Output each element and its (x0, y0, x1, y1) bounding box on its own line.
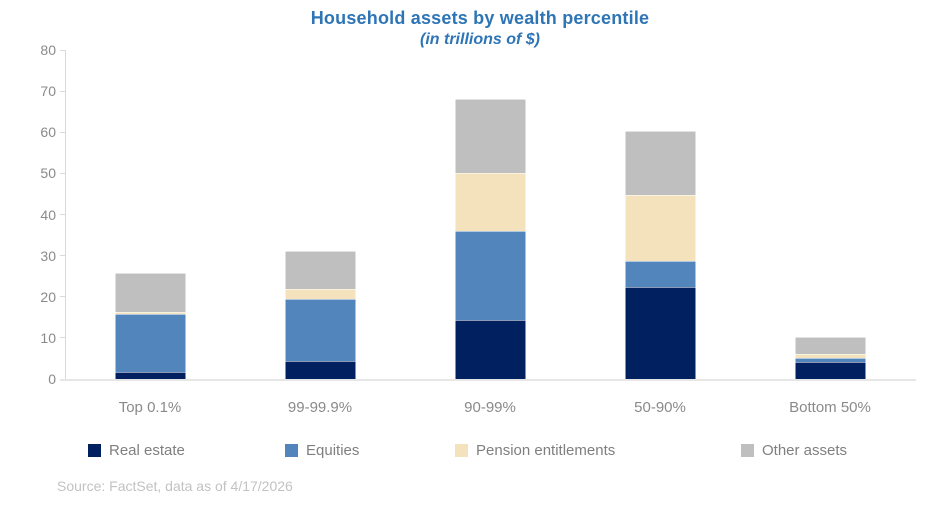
category-label: Bottom 50% (789, 399, 871, 416)
y-tick-mark (60, 296, 65, 298)
y-tick-label: 10 (40, 329, 56, 346)
y-tick-label: 40 (40, 206, 56, 223)
legend-swatch-icon (741, 444, 754, 457)
y-tick-label: 70 (40, 83, 56, 100)
y-tick-mark (60, 255, 65, 257)
bar-segment-real-estate (284, 361, 356, 379)
plot-area (65, 50, 915, 379)
legend-label: Real estate (109, 442, 185, 459)
bar-segment-real-estate (454, 320, 526, 379)
chart-subtitle: (in trillions of $) (420, 31, 540, 48)
y-tick-mark (60, 337, 65, 339)
source-note: Source: FactSet, data as of 4/17/2026 (57, 478, 293, 494)
y-tick-label: 0 (48, 371, 56, 387)
y-tick-mark (60, 90, 65, 92)
y-tick-mark (60, 214, 65, 215)
category-label: 90-99% (464, 399, 516, 416)
y-tick-mark (60, 172, 65, 174)
bar-segment-real-estate (794, 361, 866, 379)
bar-segment-pension-entitlements (624, 194, 696, 261)
chart-header: Household assets by wealth percentile (i… (20, 8, 936, 49)
bar-segment-equities (794, 358, 866, 362)
y-axis-line (65, 50, 66, 380)
category-label: Top 0.1% (118, 399, 182, 416)
legend-item-pension-entitlements: Pension entitlements (455, 442, 616, 459)
bar-segment-equities (454, 230, 526, 321)
y-tick-mark (60, 131, 65, 133)
y-tick-label: 60 (40, 124, 56, 141)
bar-segment-pension-entitlements (114, 311, 186, 315)
bar-segment-pension-entitlements (284, 288, 356, 300)
bar-segment-other-assets (794, 337, 866, 354)
bar-segment-other-assets (284, 251, 356, 289)
legend-item-equities: Equities (285, 442, 360, 459)
legend-item-other-assets: Other assets (741, 442, 848, 459)
legend-label: Equities (306, 442, 360, 459)
bar-segment-equities (284, 299, 356, 362)
bar-segment-equities (114, 314, 186, 372)
bar-segment-pension-entitlements (454, 172, 526, 231)
y-tick-label: 20 (40, 288, 56, 305)
legend-item-real-estate: Real estate (88, 442, 185, 459)
chart-title: Household assets by wealth percentile (310, 8, 650, 28)
bar-segment-real-estate (114, 371, 186, 379)
y-tick-label: 80 (40, 42, 56, 58)
legend-swatch-icon (455, 444, 468, 457)
x-axis-baseline (60, 379, 916, 381)
legend-label: Pension entitlements (476, 442, 616, 459)
legend-swatch-icon (88, 444, 101, 457)
y-tick-label: 30 (40, 247, 56, 264)
category-label: 50-90% (634, 399, 686, 416)
bar-segment-other-assets (624, 131, 696, 195)
bar-segment-other-assets (114, 273, 186, 312)
category-label: 99-99.9% (287, 399, 353, 416)
bar-segment-real-estate (624, 287, 696, 379)
bar-segment-pension-entitlements (794, 353, 866, 359)
bar-segment-other-assets (454, 99, 526, 173)
legend-label: Other assets (762, 442, 848, 459)
legend-swatch-icon (285, 444, 298, 457)
y-tick-label: 50 (40, 165, 56, 182)
bar-segment-equities (624, 260, 696, 288)
y-tick-mark (60, 49, 65, 51)
